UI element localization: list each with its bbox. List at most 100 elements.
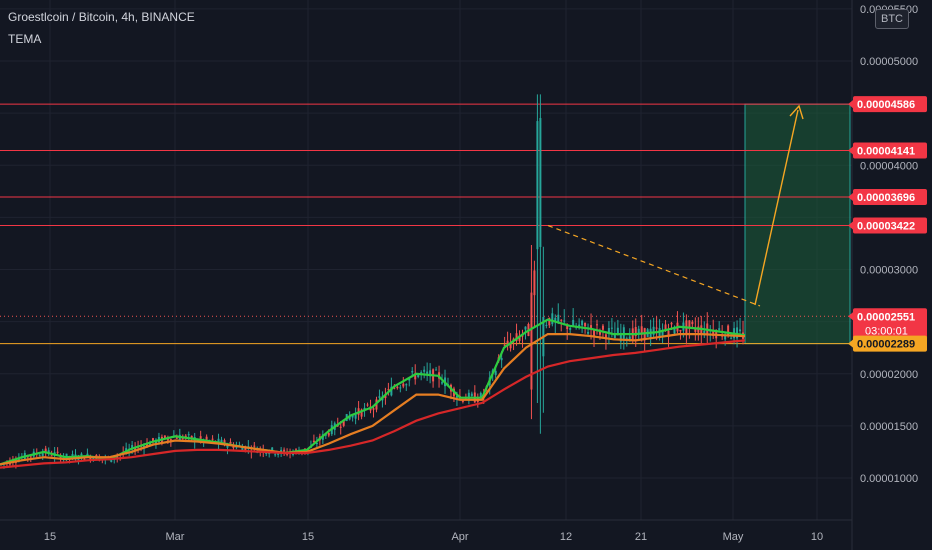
candle-body [175,437,178,439]
candle-body [572,319,575,326]
y-tick-label: 0.00005000 [860,56,918,68]
price-badge [853,308,927,339]
tema-line-3 [0,339,746,469]
candle-body [479,393,482,399]
candle-body [131,445,134,449]
candle-body [515,333,518,341]
candle-body [724,334,727,340]
candle-body [372,408,375,410]
x-tick-label: May [723,531,744,543]
candle-body [229,441,232,444]
candle-body [673,326,676,334]
candle-body [640,326,643,335]
candle-body [423,369,426,372]
candle-body [667,330,670,338]
candle-body [461,400,464,402]
price-badge-label: 0.00002551 [857,311,915,323]
x-tick-label: 12 [560,531,572,543]
candle-body [521,335,524,337]
candle-body [736,327,739,339]
price-badge-pointer [848,221,853,230]
candle-body [414,373,417,380]
candle-body [634,327,637,337]
candle-body [402,383,405,387]
candle-body [587,331,590,334]
candle-body [658,328,661,338]
chart-title: Groestlcoin / Bitcoin, 4h, BINANCE [8,10,195,24]
candle-body [530,292,533,390]
candle-body [149,442,151,446]
candle-body [199,436,202,439]
candle-body [411,371,414,373]
candle-body [399,387,402,389]
candle-body [593,330,596,336]
candle-body [590,325,593,329]
candle-body [503,344,506,346]
candle-body [613,333,616,339]
y-tick-label: 0.00001500 [860,421,918,433]
x-tick-label: Mar [166,531,185,543]
candle-body [187,434,190,436]
candle-body [661,329,664,337]
candle-body [44,448,47,454]
candle-body [274,454,277,456]
candle-body [548,317,551,326]
candle-body [390,386,393,396]
candle-body [441,382,444,384]
candle-body [435,369,438,371]
candle-body [652,326,655,335]
candle-body [29,456,32,458]
countdown-label: 03:00:01 [865,325,908,337]
tema-line-2 [0,333,746,466]
candle-body [59,455,62,460]
candle-body [393,387,396,389]
candle-body [396,386,399,389]
price-badge-label: 0.00003696 [857,192,915,204]
candle-body [315,443,318,445]
candle-body [727,325,730,336]
candle-body [730,337,733,339]
candle-body [429,370,432,377]
candle-body [86,453,89,456]
candle-body [581,320,584,326]
candle-body [253,445,256,447]
price-badge-label: 0.00004141 [857,146,915,158]
candle-body [688,320,691,329]
candle-body [619,332,622,342]
candle-body [500,358,503,361]
indicator-label: TEMA [8,32,42,46]
price-badge-label: 0.00002289 [857,339,915,351]
candle-body [41,453,44,456]
candle-body [524,326,527,330]
candle-body [417,374,420,377]
candle-body [226,445,229,448]
candle-body [354,413,357,419]
candle-body [539,118,542,247]
price-badge-label: 0.00004586 [857,99,915,111]
candle-body [506,340,509,346]
price-badge-pointer [848,100,853,109]
candle-body [116,456,119,458]
candle-body [378,396,381,398]
price-badge [853,217,927,234]
candle-body [691,321,694,325]
candle-body [533,270,536,296]
candle-body [601,325,604,330]
currency-button[interactable]: BTC [875,9,909,29]
candle-body [348,416,351,420]
y-tick-label: 0.00003000 [860,265,918,277]
candle-body [351,415,354,418]
arrow-head-icon [789,104,804,120]
candle-body [610,327,613,329]
candle-body [596,324,598,326]
candle-body [604,334,607,340]
candle-body [38,455,41,457]
candle-body [670,322,673,325]
candle-body [700,325,703,335]
candle-body [569,327,572,330]
candle-body [163,435,166,439]
price-badge-pointer [848,312,853,321]
price-badge-pointer [848,192,853,201]
candle-body [616,327,619,335]
